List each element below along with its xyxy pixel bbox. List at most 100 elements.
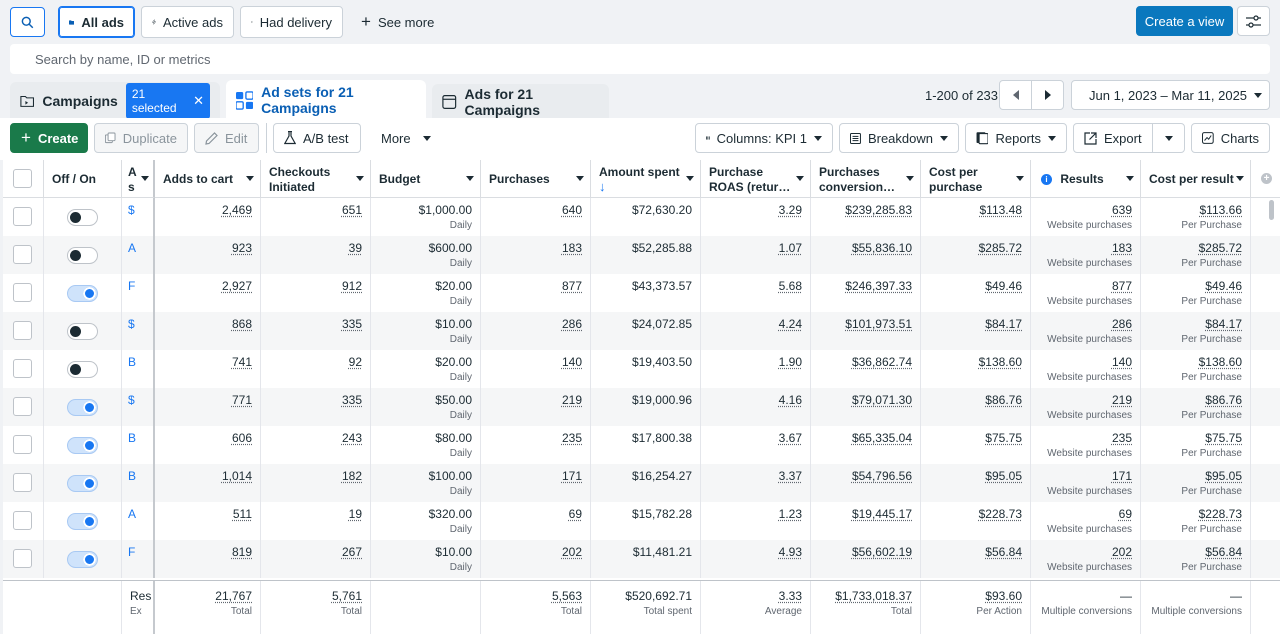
cell-checkouts-value[interactable]: 39 bbox=[348, 241, 362, 255]
row-checkbox[interactable] bbox=[13, 397, 32, 416]
create-view-button[interactable]: Create a view bbox=[1136, 6, 1233, 36]
cell-purchases-value[interactable]: 183 bbox=[561, 241, 582, 255]
row-checkbox[interactable] bbox=[13, 207, 32, 226]
see-more-button[interactable]: + See more bbox=[350, 6, 445, 38]
status-toggle[interactable] bbox=[67, 285, 98, 302]
cell-cost-per-purchase-value[interactable]: $113.48 bbox=[979, 203, 1023, 217]
filter-all-ads[interactable]: All ads bbox=[58, 6, 135, 38]
pagination-prev-button[interactable] bbox=[999, 80, 1032, 110]
row-checkbox[interactable] bbox=[13, 511, 32, 530]
cell-purchases-value[interactable]: 219 bbox=[561, 393, 582, 407]
cell-checkouts-value[interactable]: 335 bbox=[341, 317, 362, 331]
table-row[interactable]: B 741 92 $20.00 Daily 140 $19,403.50 1.90 $36,86… bbox=[3, 350, 1280, 388]
vertical-scrollbar[interactable] bbox=[1269, 200, 1274, 220]
header-conversion-value[interactable]: Purchases conversion… bbox=[811, 160, 921, 198]
adset-name-link[interactable]: B bbox=[128, 431, 137, 445]
status-toggle[interactable] bbox=[67, 551, 98, 568]
cell-cost-per-purchase-value[interactable]: $56.84 bbox=[985, 545, 1022, 559]
cell-results-value[interactable]: 202 bbox=[1111, 545, 1132, 559]
filter-had-delivery[interactable]: Had delivery bbox=[240, 6, 343, 38]
cell-checkouts-value[interactable]: 19 bbox=[348, 507, 362, 521]
cell-conversion-value-value[interactable]: $65,335.04 bbox=[851, 431, 912, 445]
table-row[interactable]: F 819 267 $10.00 Daily 202 $11,481.21 4.93 $56,6… bbox=[3, 540, 1280, 578]
header-checkouts[interactable]: Checkouts Initiated bbox=[261, 160, 371, 198]
cell-cost-per-purchase-value[interactable]: $285.72 bbox=[978, 241, 1022, 255]
cell-roas-value[interactable]: 4.16 bbox=[778, 393, 802, 407]
cell-checkouts-value[interactable]: 912 bbox=[341, 279, 362, 293]
status-toggle[interactable] bbox=[67, 209, 98, 226]
cell-adds-to-cart-value[interactable]: 741 bbox=[231, 355, 252, 369]
export-button[interactable]: Export bbox=[1073, 123, 1153, 153]
cell-cost-per-result-value[interactable]: $285.72 bbox=[1198, 241, 1242, 255]
edit-button[interactable]: Edit bbox=[194, 123, 259, 153]
cell-cost-per-result-value[interactable]: $95.05 bbox=[1205, 469, 1242, 483]
cell-cost-per-result-value[interactable]: $84.17 bbox=[1205, 317, 1242, 331]
header-results[interactable]: i Results bbox=[1031, 160, 1141, 198]
cell-conversion-value-value[interactable]: $56,602.19 bbox=[851, 545, 912, 559]
row-checkbox[interactable] bbox=[13, 283, 32, 302]
cell-adds-to-cart-value[interactable]: 2,927 bbox=[221, 279, 252, 293]
cell-results-value[interactable]: 286 bbox=[1111, 317, 1132, 331]
cell-conversion-value-value[interactable]: $101,973.51 bbox=[845, 317, 912, 331]
adset-name-link[interactable]: A bbox=[128, 241, 137, 255]
cell-results-value[interactable]: 877 bbox=[1111, 279, 1132, 293]
tab-campaigns[interactable]: Campaigns 21 selected ✕ bbox=[10, 82, 220, 120]
cell-results-value[interactable]: 140 bbox=[1111, 355, 1132, 369]
row-checkbox[interactable] bbox=[13, 549, 32, 568]
table-row[interactable]: $771 335 $50.00 Daily 219 $19,000.96 4.16 $79,0… bbox=[3, 388, 1280, 426]
cell-purchases-value[interactable]: 140 bbox=[561, 355, 582, 369]
header-budget[interactable]: Budget bbox=[371, 160, 481, 198]
cell-purchases-value[interactable]: 235 bbox=[561, 431, 582, 445]
cell-results-value[interactable]: 69 bbox=[1118, 507, 1132, 521]
header-amount-spent[interactable]: Amount spent ↓ bbox=[591, 160, 701, 198]
header-roas[interactable]: Purchase ROAS (retur… bbox=[701, 160, 811, 198]
tab-ads[interactable]: Ads for 21 Campaigns bbox=[432, 84, 609, 120]
cell-adds-to-cart-value[interactable]: 2,469 bbox=[221, 203, 252, 217]
cell-checkouts-value[interactable]: 651 bbox=[341, 203, 362, 217]
cell-conversion-value-value[interactable]: $79,071.30 bbox=[851, 393, 912, 407]
adset-name-link[interactable]: F bbox=[128, 545, 136, 559]
selected-badge[interactable]: 21 selected ✕ bbox=[125, 83, 210, 119]
cell-purchases-value[interactable]: 640 bbox=[561, 203, 582, 217]
cell-roas-value[interactable]: 3.29 bbox=[778, 203, 802, 217]
cell-cost-per-result-value[interactable]: $113.66 bbox=[1199, 203, 1243, 217]
breakdown-button[interactable]: Breakdown bbox=[839, 123, 959, 153]
search-input[interactable] bbox=[10, 44, 1270, 74]
add-column-icon[interactable]: + bbox=[1261, 173, 1272, 184]
cell-cost-per-purchase-value[interactable]: $86.76 bbox=[985, 393, 1022, 407]
columns-button[interactable]: Columns: KPI 1 bbox=[695, 123, 833, 153]
cell-roas-value[interactable]: 1.07 bbox=[778, 241, 802, 255]
header-offon[interactable]: Off / On bbox=[44, 160, 122, 198]
status-toggle[interactable] bbox=[67, 323, 98, 340]
cell-checkouts-value[interactable]: 182 bbox=[341, 469, 362, 483]
cell-purchases-value[interactable]: 202 bbox=[561, 545, 582, 559]
cell-cost-per-purchase-value[interactable]: $228.73 bbox=[978, 507, 1022, 521]
clear-selection-icon[interactable]: ✕ bbox=[193, 93, 204, 108]
cell-checkouts-value[interactable]: 335 bbox=[341, 393, 362, 407]
cell-cost-per-purchase-value[interactable]: $95.05 bbox=[985, 469, 1022, 483]
status-toggle[interactable] bbox=[67, 361, 98, 378]
cell-purchases-value[interactable]: 877 bbox=[561, 279, 582, 293]
row-checkbox[interactable] bbox=[13, 245, 32, 264]
cell-roas-value[interactable]: 1.90 bbox=[778, 355, 802, 369]
header-cost-per-purchase[interactable]: Cost per purchase bbox=[921, 160, 1031, 198]
status-toggle[interactable] bbox=[67, 437, 98, 454]
pagination-next-button[interactable] bbox=[1031, 80, 1064, 110]
cell-checkouts-value[interactable]: 243 bbox=[341, 431, 362, 445]
cell-adds-to-cart-value[interactable]: 1,014 bbox=[221, 469, 252, 483]
table-row[interactable]: $2,469 651 $1,000.00 Daily 640 $72,630.20 3.29… bbox=[3, 198, 1280, 236]
table-row[interactable]: A 923 39 $600.00 Daily 183 $52,285.88 1.07 $55,8… bbox=[3, 236, 1280, 274]
adset-name-link[interactable]: $ bbox=[128, 393, 135, 407]
search-bar[interactable] bbox=[10, 44, 1270, 74]
cell-cost-per-result-value[interactable]: $138.60 bbox=[1198, 355, 1242, 369]
cell-roas-value[interactable]: 5.68 bbox=[778, 279, 802, 293]
cell-results-value[interactable]: 639 bbox=[1111, 203, 1132, 217]
select-all-checkbox[interactable] bbox=[13, 169, 32, 188]
reports-button[interactable]: Reports bbox=[965, 123, 1067, 153]
cell-roas-value[interactable]: 4.93 bbox=[778, 545, 802, 559]
header-purchases[interactable]: Purchases bbox=[481, 160, 591, 198]
status-toggle[interactable] bbox=[67, 513, 98, 530]
cell-purchases-value[interactable]: 69 bbox=[568, 507, 582, 521]
cell-results-value[interactable]: 219 bbox=[1111, 393, 1132, 407]
table-row[interactable]: A 511 19 $320.00 Daily 69 $15,782.28 1.23 $19,44… bbox=[3, 502, 1280, 540]
